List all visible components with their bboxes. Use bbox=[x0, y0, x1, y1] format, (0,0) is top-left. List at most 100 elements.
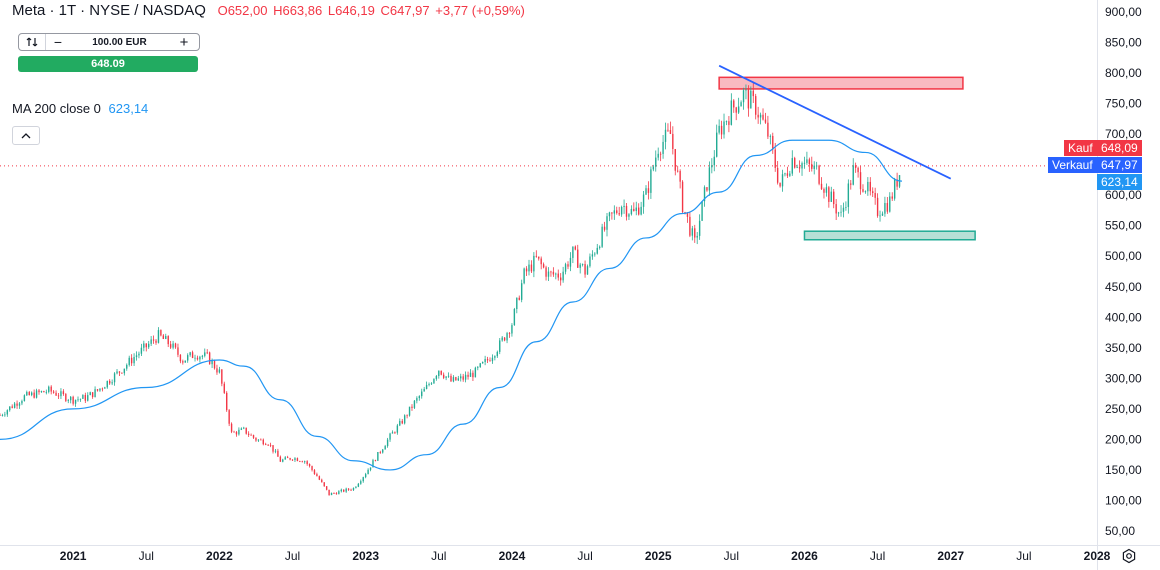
candle-down bbox=[503, 337, 506, 341]
candle-down bbox=[109, 380, 111, 384]
candle-down bbox=[489, 360, 491, 362]
candle-up bbox=[201, 355, 204, 357]
candle-down bbox=[440, 370, 442, 375]
candle-down bbox=[552, 271, 555, 275]
ma-value: 623,14 bbox=[108, 101, 149, 116]
collapse-legend-button[interactable] bbox=[12, 126, 40, 145]
decrease-button[interactable]: − bbox=[53, 34, 63, 50]
candle-up bbox=[23, 395, 26, 402]
candle-down bbox=[794, 158, 796, 168]
candle-down bbox=[862, 189, 864, 192]
candle-up bbox=[481, 361, 484, 364]
candle-down bbox=[679, 171, 681, 182]
candle-down bbox=[681, 181, 684, 212]
candle-up bbox=[806, 159, 808, 163]
candle-down bbox=[167, 336, 169, 345]
candle-down bbox=[16, 403, 18, 406]
buy-button[interactable]: 648.09 bbox=[18, 56, 198, 72]
candle-down bbox=[772, 135, 774, 150]
candle-up bbox=[126, 364, 128, 369]
candle-up bbox=[723, 121, 725, 135]
ma-legend[interactable]: MA 200 close 0 623,14 bbox=[12, 101, 148, 116]
swap-icon[interactable] bbox=[19, 34, 45, 50]
candle-down bbox=[647, 188, 650, 193]
y-tick-label: 900,00 bbox=[1105, 5, 1142, 19]
candle-down bbox=[574, 246, 577, 250]
candle-up bbox=[725, 121, 728, 123]
candle-up bbox=[9, 406, 11, 411]
candle-down bbox=[808, 159, 811, 165]
candle-up bbox=[352, 487, 355, 491]
candle-up bbox=[628, 214, 630, 217]
candle-up bbox=[889, 196, 891, 212]
candle-up bbox=[386, 439, 389, 447]
candle-down bbox=[518, 297, 520, 300]
ma-200-line bbox=[0, 139, 903, 471]
candle-down bbox=[269, 444, 272, 446]
candle-down bbox=[850, 183, 852, 185]
candle-down bbox=[286, 457, 289, 459]
y-tick-label: 500,00 bbox=[1105, 249, 1142, 263]
candle-up bbox=[116, 371, 118, 374]
candle-up bbox=[274, 450, 277, 452]
candle-up bbox=[94, 389, 96, 398]
quantity-input[interactable]: 100.00 EUR bbox=[92, 36, 147, 48]
x-tick-label: 2021 bbox=[60, 549, 87, 563]
candle-up bbox=[506, 333, 508, 341]
candle-up bbox=[730, 100, 733, 125]
y-tick-label: 600,00 bbox=[1105, 188, 1142, 202]
candle-up bbox=[128, 357, 130, 365]
candle-up bbox=[140, 347, 143, 354]
candle-down bbox=[728, 121, 730, 125]
candle-up bbox=[157, 330, 160, 343]
increase-button[interactable]: + bbox=[179, 33, 189, 51]
symbol-title[interactable]: Meta · 1T · NYSE / NASDAQ bbox=[12, 2, 206, 19]
candle-up bbox=[48, 386, 50, 392]
candle-up bbox=[421, 391, 423, 397]
candle-down bbox=[611, 212, 613, 214]
candle-up bbox=[6, 410, 9, 415]
candle-down bbox=[854, 165, 857, 168]
candle-down bbox=[226, 392, 228, 411]
x-tick-label: 2026 bbox=[791, 549, 818, 563]
candle-down bbox=[823, 189, 825, 193]
ma-price-tag: 623,14 bbox=[1097, 174, 1142, 190]
settings-icon[interactable] bbox=[1120, 548, 1138, 566]
open-value: O652,00 bbox=[217, 3, 268, 18]
candle-down bbox=[584, 264, 586, 275]
candle-up bbox=[491, 357, 494, 362]
candle-down bbox=[374, 460, 377, 461]
candle-up bbox=[579, 264, 581, 268]
candle-down bbox=[577, 249, 579, 268]
candle-up bbox=[640, 206, 642, 215]
candle-down bbox=[323, 482, 325, 487]
candle-down bbox=[311, 466, 313, 471]
candle-down bbox=[235, 431, 238, 435]
candle-down bbox=[706, 187, 708, 191]
candle-down bbox=[735, 107, 737, 113]
x-tick-label: 2023 bbox=[352, 549, 379, 563]
y-tick-label: 750,00 bbox=[1105, 97, 1142, 111]
candle-up bbox=[133, 356, 135, 364]
candle-up bbox=[372, 460, 374, 468]
candle-up bbox=[501, 337, 503, 341]
candle-down bbox=[0, 414, 1, 416]
candle-up bbox=[189, 352, 191, 356]
candle-down bbox=[301, 461, 303, 463]
symbol-header: Meta · 1T · NYSE / NASDAQ O652,00 H663,8… bbox=[12, 2, 525, 20]
candle-up bbox=[613, 210, 616, 214]
candle-down bbox=[542, 264, 545, 268]
candle-down bbox=[672, 133, 674, 149]
candle-down bbox=[65, 394, 67, 401]
candle-up bbox=[447, 375, 450, 377]
candle-up bbox=[657, 153, 659, 158]
candle-down bbox=[350, 489, 352, 491]
sell-label-tag: Verkauf bbox=[1048, 157, 1097, 173]
candle-up bbox=[403, 415, 406, 424]
candle-down bbox=[659, 153, 662, 155]
candle-down bbox=[540, 258, 542, 265]
y-tick-label: 700,00 bbox=[1105, 127, 1142, 141]
candle-up bbox=[718, 125, 720, 133]
candle-down bbox=[250, 434, 252, 436]
